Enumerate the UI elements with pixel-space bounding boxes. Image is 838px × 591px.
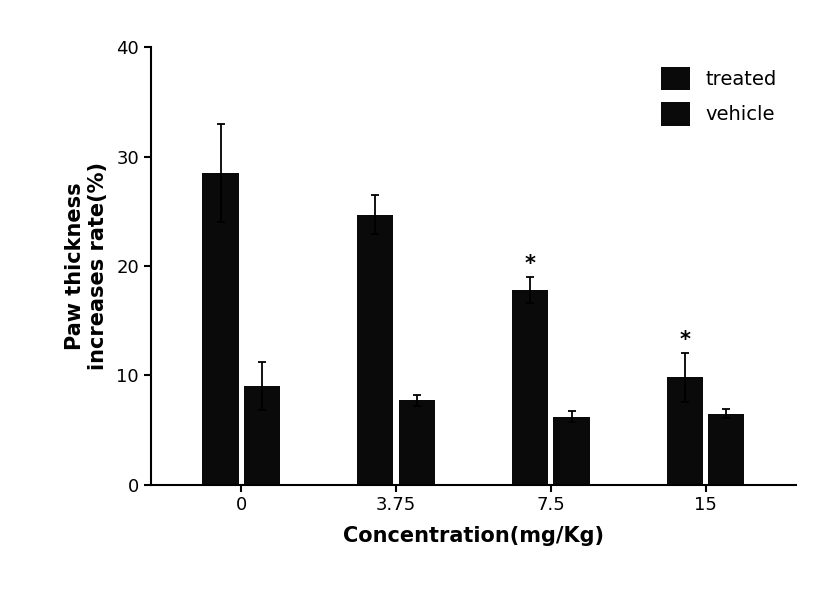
Bar bbox=[667, 378, 703, 485]
X-axis label: Concentration(mg/Kg): Concentration(mg/Kg) bbox=[343, 525, 604, 545]
Bar bbox=[244, 387, 280, 485]
Text: *: * bbox=[525, 254, 535, 274]
Bar bbox=[203, 173, 239, 485]
Bar bbox=[553, 417, 590, 485]
Y-axis label: Paw thickness
increases rate(%): Paw thickness increases rate(%) bbox=[65, 162, 108, 370]
Legend: treated, vehicle: treated, vehicle bbox=[651, 57, 786, 135]
Bar bbox=[399, 401, 435, 485]
Bar bbox=[357, 215, 394, 485]
Bar bbox=[708, 414, 744, 485]
Text: *: * bbox=[680, 330, 691, 350]
Bar bbox=[512, 290, 548, 485]
